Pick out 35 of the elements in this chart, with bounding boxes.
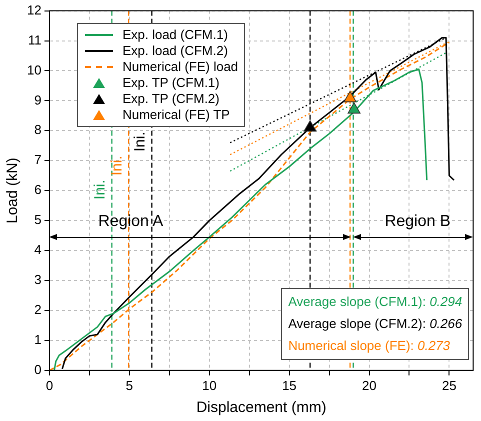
x-tick-label: 15 xyxy=(282,378,297,393)
y-tick-label: 9 xyxy=(34,92,42,108)
ref-line-label: Ini. xyxy=(91,180,108,200)
y-tick-label: 0 xyxy=(34,362,42,377)
y-tick-label: 4 xyxy=(34,242,42,258)
legend-label: Exp. TP (CFM.1) xyxy=(122,74,220,91)
annotation: Region B xyxy=(384,212,452,231)
legend-label: Numerical (FE) TP xyxy=(122,106,230,123)
annotation: Region A xyxy=(97,212,164,231)
x-tick-label: 5 xyxy=(126,378,134,393)
y-tick-label: 5 xyxy=(34,212,42,228)
ref-line-label: Ini. xyxy=(108,156,126,176)
y-tick-label: 3 xyxy=(34,272,42,288)
annotation: Average slope (CFM.2): 0.266 xyxy=(288,315,462,334)
x-tick-label: 20 xyxy=(362,378,376,393)
ref-line-label: Ini. xyxy=(131,132,148,152)
y-tick-label: 7 xyxy=(34,152,42,168)
x-axis-title: Displacement (mm) xyxy=(196,399,326,416)
x-tick-label: 10 xyxy=(202,378,217,393)
legend-label: Exp. load (CFM.1) xyxy=(122,26,228,43)
legend-label: Exp. TP (CFM.2) xyxy=(122,90,220,107)
y-tick-label: 8 xyxy=(34,122,42,138)
y-tick-label: 6 xyxy=(34,182,42,198)
y-tick-label: 10 xyxy=(26,62,42,78)
y-tick-label: 11 xyxy=(28,32,42,48)
y-tick-label: 2 xyxy=(34,302,42,318)
x-tick-label: 25 xyxy=(442,378,456,393)
annotation: Average slope (CFM.1): 0.294 xyxy=(288,293,462,312)
y-tick-label: 1 xyxy=(34,332,42,348)
y-tick-label: 12 xyxy=(26,2,42,18)
legend-label: Exp. load (CFM.2) xyxy=(122,42,228,59)
legend-label: Numerical (FE) load xyxy=(122,58,238,75)
x-tick-label: 0 xyxy=(46,378,54,393)
annotation: Numerical slope (FE): 0.273 xyxy=(288,337,452,356)
y-axis-title: Load (kN) xyxy=(4,158,22,224)
